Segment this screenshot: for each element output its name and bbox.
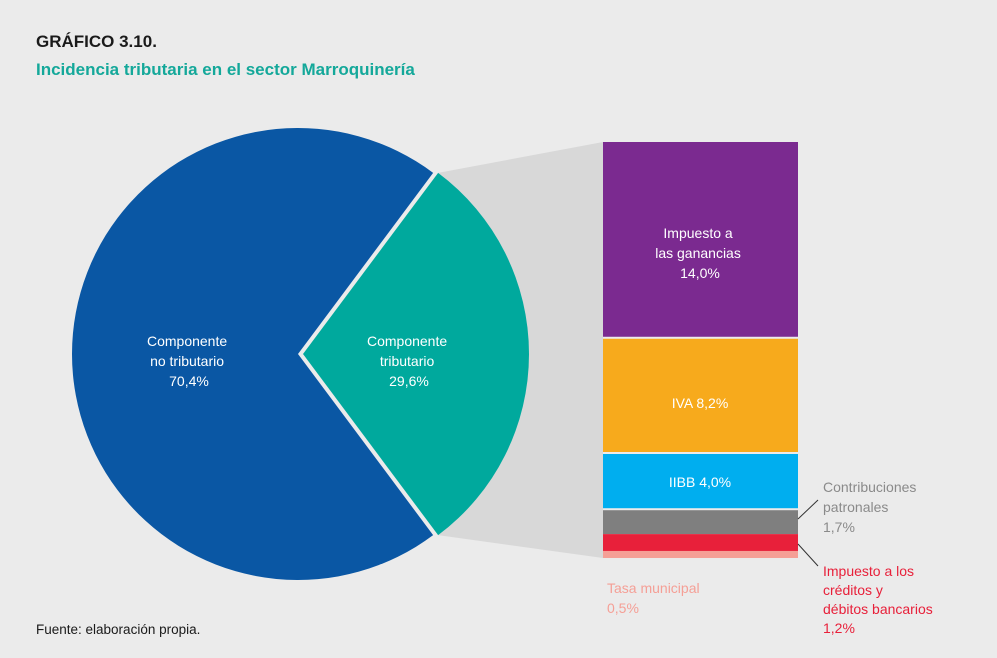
pie-label-tributario: Componente tributario 29,6%: [367, 333, 451, 389]
bar-segment-ganancias: [603, 142, 798, 337]
bar-label-contribuciones: Contribuciones patronales 1,7%: [823, 479, 920, 535]
bar-label-iibb: IIBB 4,0%: [669, 474, 731, 490]
bar-segment-creditos-debitos: [603, 534, 798, 551]
bar-segment-iva: [603, 338, 798, 452]
bar-segment-contribuciones: [603, 510, 798, 535]
bar-segment-iibb: [603, 454, 798, 509]
chart-number: GRÁFICO 3.10.: [36, 32, 157, 51]
pie-slice-no-tributario: [71, 127, 434, 581]
pie-slice-tributario: [303, 172, 529, 536]
bar-segment-tasa-municipal: [603, 550, 798, 558]
bar-label-creditos-debitos: Impuesto a los créditos y débitos bancar…: [823, 563, 937, 636]
source-note: Fuente: elaboración propia.: [36, 622, 201, 637]
pie-label-no-tributario: Componente no tributario 70,4%: [147, 333, 231, 389]
bar-label-ganancias: Impuesto a las ganancias 14,0%: [655, 225, 745, 281]
chart-title: Incidencia tributaria en el sector Marro…: [36, 60, 415, 79]
bar-label-tasa-municipal: Tasa municipal 0,5%: [607, 580, 704, 616]
leader-line-creditos-debitos: [797, 543, 819, 567]
leader-line-contribuciones: [797, 499, 819, 520]
bar-label-iva: IVA 8,2%: [672, 395, 729, 411]
